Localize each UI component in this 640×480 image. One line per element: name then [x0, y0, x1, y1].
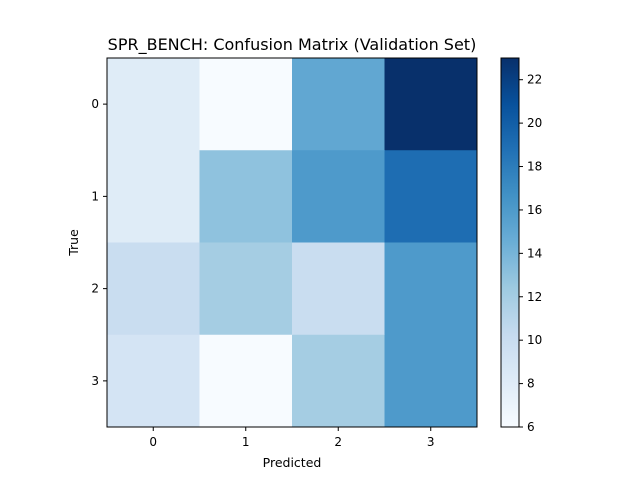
chart-title: SPR_BENCH: Confusion Matrix (Validation … — [108, 35, 477, 55]
x-axis-label: Predicted — [263, 455, 322, 470]
heatmap-cell — [107, 242, 200, 336]
heatmap-cell — [292, 334, 385, 428]
colorbar — [500, 57, 520, 428]
colorbar-tick-label: 16 — [527, 203, 542, 217]
heatmap-cell — [292, 58, 385, 151]
colorbar-tick-label: 22 — [527, 73, 542, 87]
heatmap-cell — [292, 242, 385, 336]
colorbar-tick-label: 6 — [527, 420, 535, 434]
y-tick-label: 0 — [91, 97, 99, 111]
colorbar-tick-label: 14 — [527, 246, 542, 260]
heatmap-cell — [199, 58, 293, 151]
heatmap-cell — [384, 242, 478, 336]
heatmap-cell — [107, 334, 200, 428]
heatmap-cell — [199, 242, 293, 336]
y-tick-label: 3 — [91, 374, 99, 388]
heatmap-cell — [292, 150, 385, 243]
heatmap-cell — [107, 58, 200, 151]
colorbar-tick-label: 10 — [527, 333, 542, 347]
x-tick-label: 1 — [242, 435, 250, 449]
y-tick-label: 1 — [91, 189, 99, 203]
x-tick-label: 3 — [427, 435, 435, 449]
heatmap-cell — [384, 334, 478, 428]
heatmap-cell — [384, 58, 478, 151]
y-axis-label: True — [66, 229, 81, 257]
colorbar-tick-label: 20 — [527, 116, 542, 130]
y-tick-label: 2 — [91, 282, 99, 296]
colorbar-ticks: 6 8 10 12 14 16 18 20 22 — [519, 73, 542, 434]
colorbar-tick-label: 18 — [527, 160, 542, 174]
x-tick-label: 2 — [334, 435, 342, 449]
x-axis-ticks: 0 1 2 3 — [149, 427, 435, 449]
heatmap-cell — [107, 150, 200, 243]
colorbar-tick-label: 12 — [527, 290, 542, 304]
colorbar-tick-label: 8 — [527, 377, 535, 391]
y-axis-ticks: 0 1 2 3 — [91, 97, 107, 388]
heatmap-cells — [107, 58, 478, 428]
x-tick-label: 0 — [149, 435, 157, 449]
heatmap-cell — [199, 150, 293, 243]
plot-frame — [106, 57, 478, 428]
heatmap-cell — [384, 150, 478, 243]
heatmap-cell — [199, 334, 293, 428]
